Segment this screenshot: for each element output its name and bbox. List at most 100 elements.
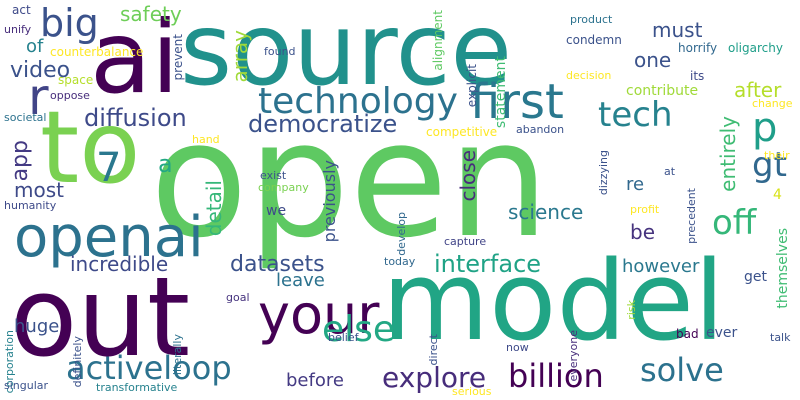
word-their: their — [764, 149, 790, 162]
word-societal: societal — [4, 111, 47, 124]
word-tech: tech — [598, 95, 673, 135]
word-interface: interface — [434, 250, 542, 278]
word-everyone: everyone — [567, 330, 580, 382]
word-after: after — [734, 78, 782, 102]
word-gt: gt — [752, 145, 787, 185]
word-competitive: competitive — [426, 125, 498, 139]
word-most: most — [14, 178, 64, 202]
word-huge: huge — [14, 316, 60, 337]
word-be: be — [630, 220, 655, 244]
word-detail: detail — [202, 180, 226, 237]
word-however: however — [622, 256, 700, 277]
word-talk: talk — [770, 331, 791, 344]
word-space: space — [58, 73, 94, 87]
word-prevent: prevent — [171, 34, 185, 81]
word-counterbalance: counterbalance — [50, 45, 144, 59]
word-of: of — [26, 36, 44, 57]
word-dizzying: dizzying — [597, 150, 610, 196]
word-act: act — [12, 3, 31, 17]
word-statement: statement — [493, 56, 509, 129]
word-p: p — [752, 105, 778, 151]
word-alignment: alignment — [431, 10, 445, 71]
word-incredible: incredible — [70, 252, 169, 276]
word-big: big — [40, 1, 99, 45]
word-singular: singular — [4, 379, 49, 392]
word-at: at — [664, 165, 676, 178]
word-open: open — [150, 86, 550, 273]
word-unify: unify — [4, 23, 32, 36]
word-close: close — [456, 150, 480, 202]
word-entirely: entirely — [716, 116, 740, 192]
word-hand: hand — [192, 133, 220, 146]
word-precedent: precedent — [685, 188, 698, 244]
word-direct: direct — [427, 334, 440, 366]
word-definitely: definitely — [71, 336, 84, 388]
word-off: off — [712, 203, 757, 243]
word-ever: ever — [706, 325, 738, 341]
word-app: app — [8, 140, 33, 182]
word-belief: belief — [328, 331, 359, 344]
word-else: else — [322, 309, 396, 350]
word-decision: decision — [566, 69, 612, 82]
word-must: must — [652, 18, 703, 42]
word-goal: goal — [226, 291, 250, 304]
word-we: we — [266, 203, 287, 219]
word-risk: risk — [625, 300, 638, 320]
word-bad: bad — [676, 327, 699, 341]
word-r: r — [28, 68, 49, 126]
word-your: your — [258, 283, 380, 346]
word-source: source — [180, 0, 513, 108]
word-out: out — [10, 253, 191, 381]
word-diffusion: diffusion — [84, 104, 187, 132]
word-openai: openai — [14, 205, 204, 270]
word-abandon: abandon — [516, 123, 565, 136]
word-technology: technology — [258, 81, 458, 122]
word-before: before — [286, 370, 344, 391]
word-transformative: transformative — [96, 381, 178, 394]
word-serious: serious — [452, 385, 492, 398]
word-oppose: oppose — [50, 89, 90, 102]
word-humanity: humanity — [4, 199, 57, 212]
word-4: 4 — [773, 187, 782, 203]
word-profit: profit — [630, 203, 660, 216]
word-now: now — [506, 341, 529, 354]
word-re: re — [626, 174, 645, 195]
word-found: found — [264, 45, 296, 58]
word-to: to — [40, 89, 141, 206]
word-first: first — [470, 74, 564, 130]
word-array: array — [228, 30, 252, 83]
word-science: science — [508, 200, 584, 224]
word-condemn: condemn — [566, 33, 622, 47]
word-activeloop: activeloop — [66, 349, 232, 387]
word-its: its — [690, 69, 705, 83]
word-exist: exist — [260, 169, 287, 182]
word-7: 7 — [96, 145, 122, 191]
word-oligarchy: oligarchy — [728, 41, 783, 55]
word-previously: previously — [320, 160, 339, 243]
word-explore: explore — [382, 361, 487, 394]
word-one: one — [634, 48, 672, 72]
word-solve: solve — [640, 351, 724, 389]
word-product: product — [570, 13, 613, 26]
word-explicit: explicit — [465, 64, 479, 108]
word-ai: ai — [90, 0, 180, 116]
word-a: a — [158, 150, 173, 178]
word-themselves: themselves — [775, 228, 791, 309]
word-model: model — [382, 237, 725, 365]
word-get: get — [744, 269, 767, 285]
word-safety: safety — [120, 2, 182, 26]
word-develop: develop — [395, 212, 408, 256]
word-company: company — [258, 181, 309, 194]
word-literally: literally — [171, 334, 184, 376]
word-contribute: contribute — [626, 83, 699, 99]
word-video: video — [10, 58, 71, 83]
word-today: today — [384, 255, 416, 268]
word-datasets: datasets — [230, 252, 325, 277]
word-capture: capture — [444, 235, 487, 248]
word-leave: leave — [276, 270, 325, 291]
word-democratize: democratize — [248, 110, 398, 138]
word-change: change — [752, 97, 793, 110]
word-billion: billion — [508, 357, 604, 395]
word-horrify: horrify — [678, 41, 718, 55]
